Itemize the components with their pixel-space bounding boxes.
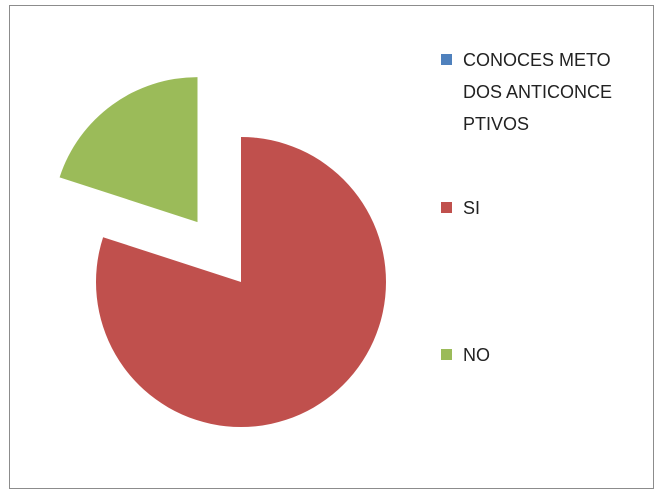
- legend-swatch: [441, 54, 452, 65]
- legend-label: NO: [463, 345, 490, 365]
- legend-label: SI: [463, 198, 481, 218]
- legend-swatch: [441, 349, 452, 360]
- pie-slice: [59, 77, 198, 223]
- legend-swatch: [441, 202, 452, 213]
- chart-frame: [9, 5, 654, 489]
- pie-slice: [95, 137, 387, 427]
- legend-label: CONOCES METODOS ANTICONCEPTIVOS: [463, 50, 613, 134]
